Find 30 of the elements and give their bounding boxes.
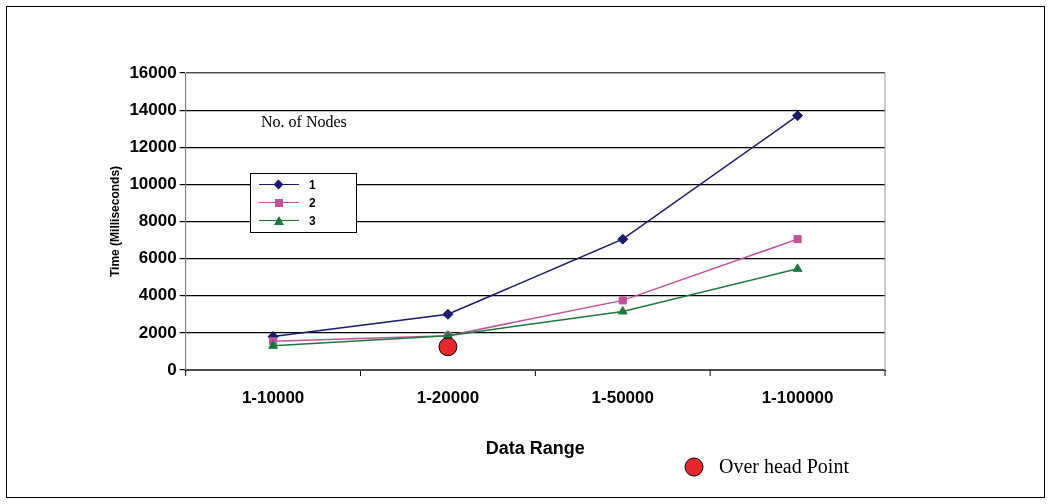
point xyxy=(617,306,628,315)
y-tick-label: 4000 xyxy=(138,285,177,305)
y-tick-label: 6000 xyxy=(138,248,177,268)
legend-label: 1 xyxy=(309,178,316,192)
x-tick-label: 1-20000 xyxy=(416,387,480,407)
point xyxy=(618,296,627,305)
y-tick-label: 14000 xyxy=(129,99,177,119)
y-axis-title: Time (Milliseconds) xyxy=(107,165,122,278)
y-tick-label: 0 xyxy=(167,359,177,379)
legend-title: No. of Nodes xyxy=(255,113,353,131)
point xyxy=(792,263,803,272)
x-tick-label: 1-50000 xyxy=(591,387,654,407)
x-axis-title: Data Range xyxy=(485,438,585,459)
point xyxy=(793,235,802,244)
point xyxy=(442,308,454,320)
x-tick-label: 1-10000 xyxy=(241,387,305,407)
legend-entry: 1 xyxy=(251,176,356,194)
legend-entry: 3 xyxy=(251,212,356,230)
y-tick-label: 8000 xyxy=(138,211,177,231)
legend-label: 2 xyxy=(309,196,316,210)
y-tick-label: 10000 xyxy=(129,174,177,194)
legend-label: 3 xyxy=(309,214,316,228)
legend-entry: 2 xyxy=(251,194,356,212)
point xyxy=(792,110,804,122)
y-tick-label: 2000 xyxy=(138,322,177,342)
point xyxy=(617,233,629,245)
x-tick-label: 1-100000 xyxy=(761,387,834,407)
y-tick-label: 12000 xyxy=(129,136,177,156)
text: Over head Point xyxy=(719,455,849,478)
y-tick-label: 16000 xyxy=(129,62,177,82)
